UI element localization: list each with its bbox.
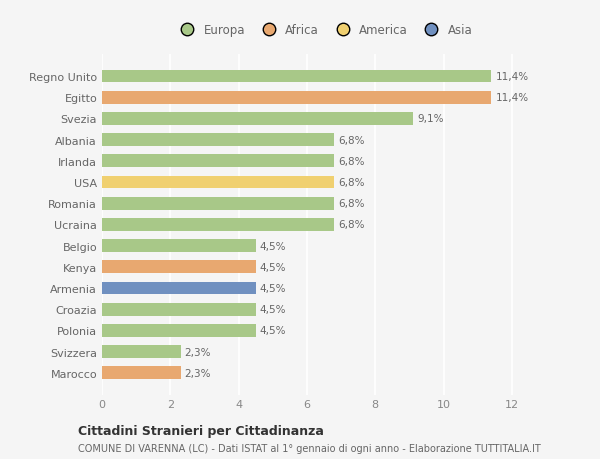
- Bar: [102, 176, 334, 189]
- Bar: [102, 303, 256, 316]
- Text: 6,8%: 6,8%: [338, 135, 365, 146]
- Bar: [102, 197, 334, 210]
- Bar: [102, 92, 491, 104]
- Text: 9,1%: 9,1%: [417, 114, 443, 124]
- Bar: [102, 325, 256, 337]
- Text: 6,8%: 6,8%: [338, 178, 365, 188]
- Text: 2,3%: 2,3%: [185, 347, 211, 357]
- Bar: [102, 346, 181, 358]
- Text: 6,8%: 6,8%: [338, 157, 365, 167]
- Bar: [102, 367, 181, 379]
- Text: 11,4%: 11,4%: [496, 93, 529, 103]
- Bar: [102, 71, 491, 83]
- Text: 6,8%: 6,8%: [338, 220, 365, 230]
- Text: 4,5%: 4,5%: [260, 304, 286, 314]
- Text: 6,8%: 6,8%: [338, 199, 365, 209]
- Legend: Europa, Africa, America, Asia: Europa, Africa, America, Asia: [175, 23, 473, 37]
- Text: 4,5%: 4,5%: [260, 241, 286, 251]
- Text: 4,5%: 4,5%: [260, 262, 286, 272]
- Text: 2,3%: 2,3%: [185, 368, 211, 378]
- Bar: [102, 261, 256, 274]
- Text: 11,4%: 11,4%: [496, 72, 529, 82]
- Text: 4,5%: 4,5%: [260, 283, 286, 293]
- Text: COMUNE DI VARENNA (LC) - Dati ISTAT al 1° gennaio di ogni anno - Elaborazione TU: COMUNE DI VARENNA (LC) - Dati ISTAT al 1…: [78, 443, 541, 453]
- Bar: [102, 134, 334, 147]
- Bar: [102, 113, 413, 125]
- Bar: [102, 155, 334, 168]
- Bar: [102, 218, 334, 231]
- Text: Cittadini Stranieri per Cittadinanza: Cittadini Stranieri per Cittadinanza: [78, 424, 324, 437]
- Text: 4,5%: 4,5%: [260, 326, 286, 336]
- Bar: [102, 282, 256, 295]
- Bar: [102, 240, 256, 252]
